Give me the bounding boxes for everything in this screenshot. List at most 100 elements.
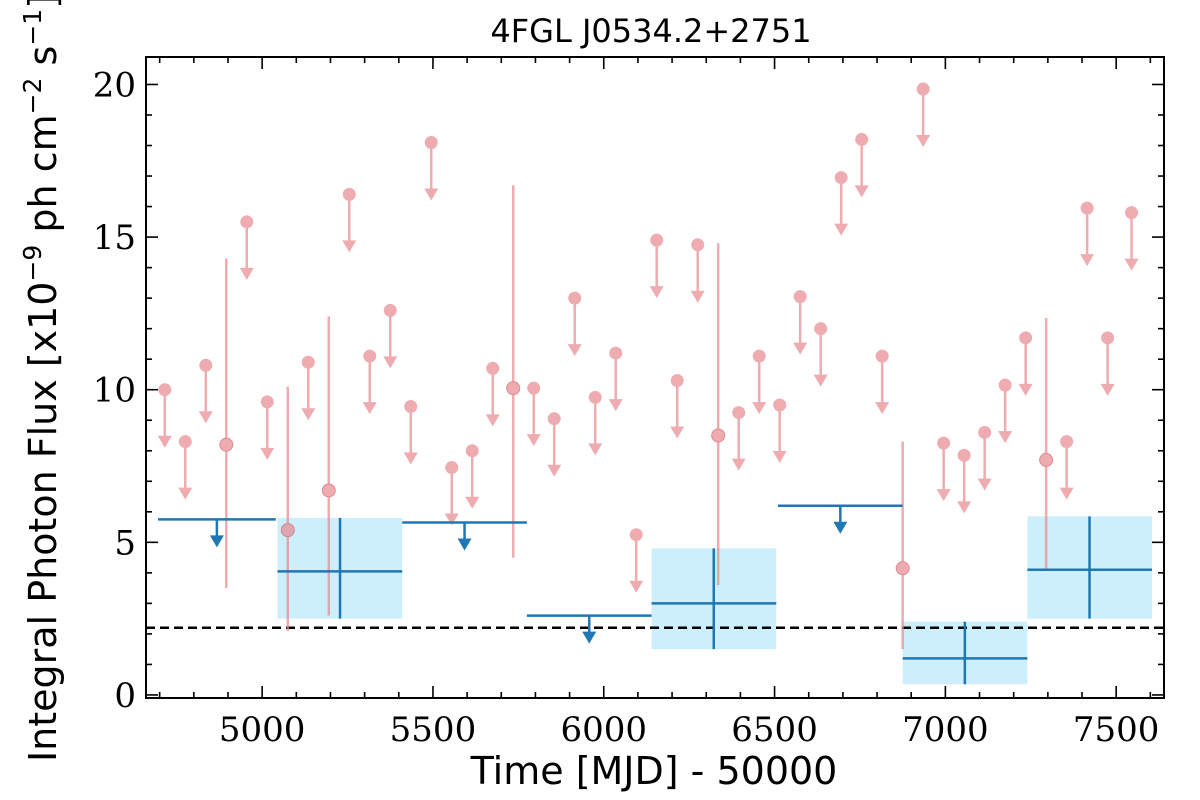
short-detection: [321, 316, 336, 616]
detection-marker: [1039, 452, 1054, 467]
detection-marker: [711, 428, 726, 443]
upper-limit-marker: [424, 135, 438, 149]
short-detection: [506, 185, 521, 558]
short-upper-limit: [178, 435, 193, 500]
upper-limit-arrowhead: [1124, 258, 1139, 271]
short-upper-limit: [813, 322, 828, 387]
y-tick-labels: 0 5 10 15 20: [93, 65, 136, 715]
upper-limit-arrowhead: [178, 487, 193, 500]
upper-limit-marker: [937, 436, 951, 450]
upper-limit-arrowhead: [936, 489, 951, 502]
upper-limit-marker: [260, 395, 274, 409]
long-upper-limit: [777, 504, 903, 534]
upper-limit-marker: [342, 187, 356, 201]
upper-limit-arrowhead: [875, 402, 890, 415]
upper-limit-arrowhead: [854, 185, 869, 198]
y-label-main: Integral Photon Flux [x10: [21, 282, 65, 763]
short-upper-limit: [977, 425, 992, 491]
long-bin-series: [157, 504, 1153, 685]
detection-marker: [280, 523, 295, 538]
upper-limit-marker: [916, 82, 930, 96]
short-upper-limit: [793, 290, 808, 355]
upper-limit-marker: [1060, 435, 1074, 449]
upper-limit-marker: [363, 349, 377, 363]
short-upper-limit: [670, 374, 685, 439]
short-detection: [1039, 317, 1054, 570]
x-tick-label: 5500: [390, 710, 477, 750]
upper-limit-marker: [486, 361, 500, 375]
upper-limit-arrowhead: [567, 344, 582, 357]
short-detection: [895, 441, 910, 650]
y-label-exp3: −1: [18, 9, 47, 46]
y-tick-label: 0: [114, 676, 136, 716]
upper-limit-arrowhead: [588, 443, 603, 456]
short-upper-limit: [424, 135, 439, 201]
upper-limit-arrowhead: [209, 535, 224, 548]
upper-limit-marker: [383, 303, 397, 317]
upper-limit-arrowhead: [547, 464, 562, 477]
upper-limit-arrowhead: [362, 402, 377, 415]
upper-limit-marker: [732, 406, 746, 420]
upper-limit-marker: [1125, 206, 1139, 220]
x-tick-label: 7000: [902, 710, 989, 750]
upper-limit-marker: [834, 171, 848, 185]
upper-limit-arrowhead: [239, 267, 254, 280]
upper-limit-marker: [1019, 331, 1033, 345]
short-upper-limit: [198, 358, 213, 424]
short-upper-limit: [362, 349, 377, 415]
upper-limit-marker: [773, 398, 787, 412]
long-detection: [651, 548, 777, 650]
upper-limit-marker: [527, 381, 541, 395]
short-upper-limit: [936, 436, 951, 502]
y-axis-label: Integral Photon Flux [x10−9 ph cm−2 s−1]: [18, 0, 65, 762]
upper-limit-marker: [240, 215, 254, 229]
y-tick-label: 5: [114, 523, 136, 563]
short-bin-series: [157, 82, 1139, 650]
upper-limit-arrowhead: [424, 188, 439, 201]
short-upper-limit: [239, 215, 254, 280]
short-detection: [711, 243, 726, 586]
long-upper-limit: [157, 518, 276, 548]
long-detection: [277, 517, 403, 619]
upper-limit-marker: [650, 233, 664, 247]
axis-ticks: [146, 57, 1164, 698]
upper-limit-arrowhead: [198, 411, 213, 424]
short-upper-limit: [998, 378, 1013, 444]
upper-limit-arrowhead: [1080, 254, 1095, 267]
plot-frame: [145, 56, 1165, 699]
short-upper-limit: [690, 238, 705, 303]
upper-limit-arrowhead: [301, 408, 316, 421]
detection-marker: [506, 381, 521, 396]
upper-limit-marker: [814, 322, 828, 336]
upper-limit-marker: [158, 383, 172, 397]
upper-limit-arrowhead: [608, 399, 623, 412]
long-detection: [1027, 516, 1153, 619]
upper-limit-marker: [1101, 331, 1115, 345]
chart-title: 4FGL J0534.2+2751: [490, 12, 811, 50]
upper-limit-arrowhead: [403, 452, 418, 465]
short-upper-limit: [383, 303, 398, 369]
y-tick-label: 20: [93, 65, 136, 105]
detection-marker: [321, 483, 336, 498]
upper-limit-arrowhead: [916, 135, 931, 148]
y-tick-label: 15: [93, 218, 136, 258]
upper-limit-arrowhead: [813, 374, 828, 387]
short-upper-limit: [301, 355, 316, 421]
x-tick-label: 6500: [731, 710, 818, 750]
upper-limit-marker: [875, 349, 889, 363]
short-upper-limit: [1100, 331, 1115, 396]
short-detection: [219, 258, 234, 589]
upper-limit-marker: [609, 346, 623, 360]
upper-limit-marker: [1080, 201, 1094, 215]
upper-limit-arrowhead: [1100, 383, 1115, 396]
y-label-exp1: −9: [18, 245, 47, 282]
short-upper-limit: [1124, 206, 1139, 271]
short-upper-limit: [526, 381, 541, 447]
upper-limit-arrowhead: [260, 447, 275, 460]
short-upper-limit: [1080, 201, 1095, 267]
y-label-exp2: −2: [18, 78, 47, 115]
upper-limit-marker: [855, 132, 869, 146]
upper-limit-arrowhead: [833, 521, 848, 534]
upper-limit-marker: [670, 374, 684, 388]
